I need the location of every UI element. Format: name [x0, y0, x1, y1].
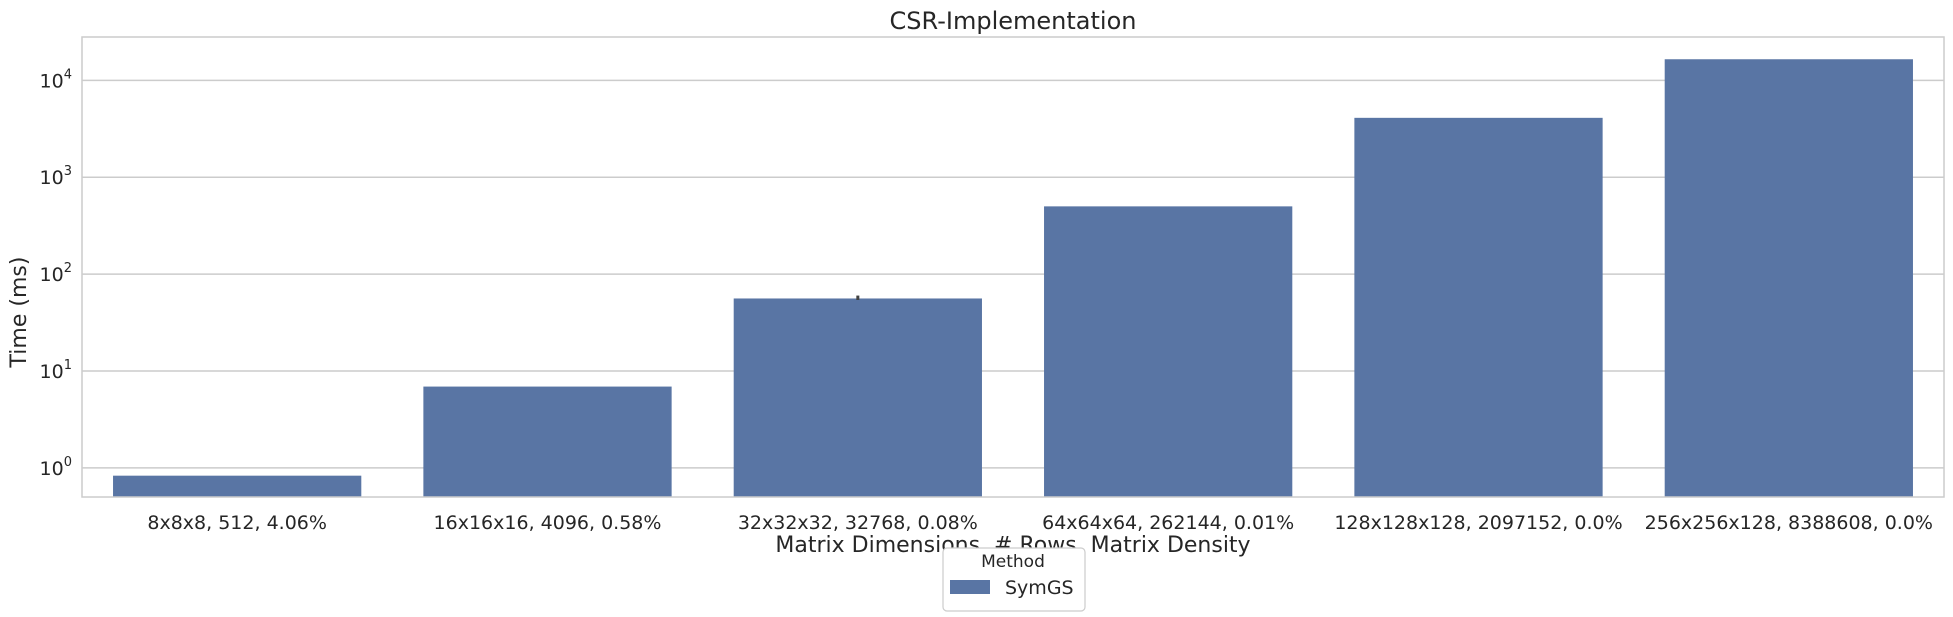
- bar-1: [113, 475, 362, 497]
- y-tick-label: 103: [40, 164, 72, 189]
- y-tick-label: 101: [40, 358, 72, 383]
- legend: Method SymGS: [942, 547, 1086, 612]
- x-tick-label: 32x32x32, 32768, 0.08%: [738, 512, 978, 534]
- x-tick-labels: 8x8x8, 512, 4.06% 16x16x16, 4096, 0.58% 32…: [147, 512, 1933, 534]
- bar-6: [1664, 59, 1913, 497]
- y-tick-labels: 100 101 102 103 104: [40, 67, 72, 480]
- bar-4: [1044, 206, 1293, 498]
- y-axis-title: Time (ms): [7, 257, 32, 369]
- legend-swatch-symgs: [950, 580, 990, 594]
- x-tick-label: 256x256x128, 8388608, 0.0%: [1645, 512, 1933, 534]
- x-tick-label: 128x128x128, 2097152, 0.0%: [1334, 512, 1622, 534]
- y-tick-label: 100: [40, 455, 72, 480]
- legend-box: [942, 547, 1086, 612]
- bar-5: [1354, 117, 1603, 498]
- x-tick-label: 16x16x16, 4096, 0.58%: [434, 512, 662, 534]
- bar-3: [733, 298, 982, 497]
- y-tick-label: 102: [40, 261, 72, 286]
- chart-title: CSR-Implementation: [890, 7, 1137, 35]
- legend-title: Method: [981, 552, 1045, 572]
- y-tick-label: 104: [40, 67, 72, 92]
- bar-2: [423, 386, 672, 497]
- plot-area-frame: [81, 36, 1945, 498]
- x-tick-label: 8x8x8, 512, 4.06%: [147, 512, 327, 534]
- x-tick-label: 64x64x64, 262144, 0.01%: [1042, 512, 1294, 534]
- legend-label-symgs: SymGS: [1005, 577, 1074, 599]
- bars: [113, 59, 1913, 498]
- gridlines: [82, 79, 1944, 469]
